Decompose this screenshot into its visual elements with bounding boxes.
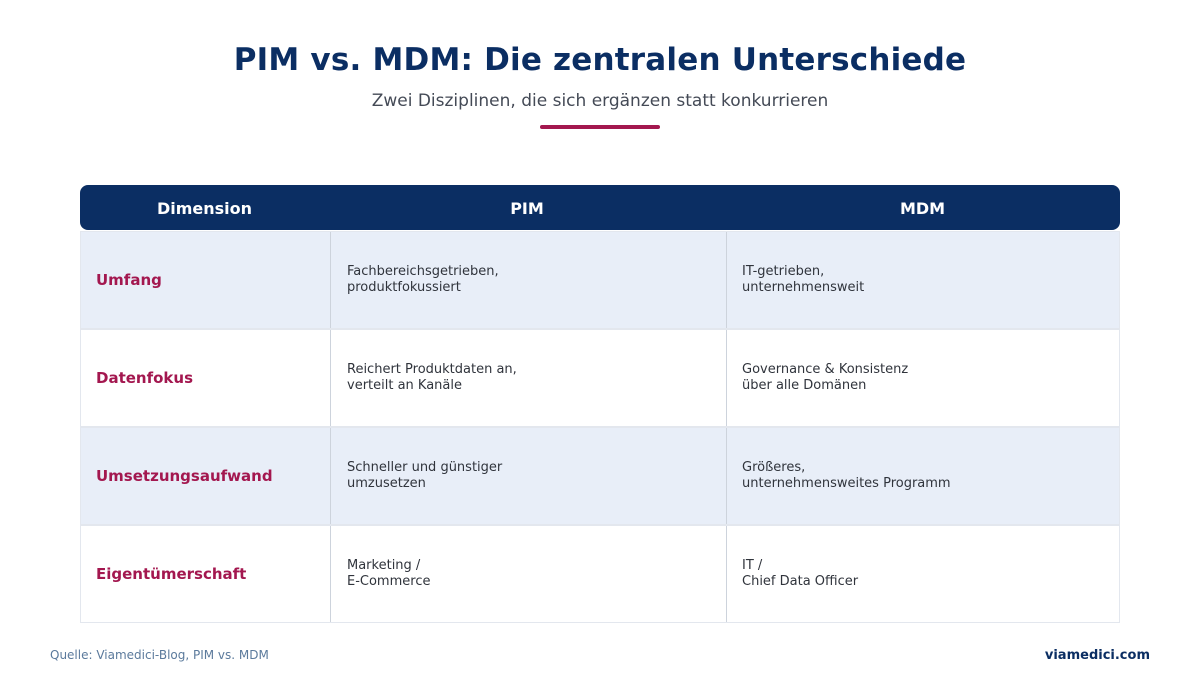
mdm-text-line: IT / [742, 558, 763, 573]
comparison-table-body: Umfang Fachbereichsgetrieben, produktfok… [80, 231, 1120, 623]
mdm-text-line: IT-getrieben, [742, 264, 825, 279]
mdm-text-line: über alle Domänen [742, 378, 867, 393]
row-mdm-cell: Governance & Konsistenz über alle Domäne… [726, 330, 1119, 426]
mdm-text: IT-getrieben, unternehmensweit [742, 264, 864, 296]
title-accent-divider [540, 125, 660, 129]
page-subtitle: Zwei Disziplinen, die sich ergänzen stat… [371, 91, 829, 111]
pim-text-line: Fachbereichsgetrieben, [347, 264, 499, 279]
row-pim-cell: Reichert Produktdaten an, verteilt an Ka… [330, 330, 726, 426]
pim-text: Fachbereichsgetrieben, produktfokussiert [347, 264, 499, 296]
mdm-text-line: Größeres, [742, 460, 806, 475]
mdm-text: Größeres, unternehmensweites Programm [742, 460, 951, 492]
row-mdm-cell: IT-getrieben, unternehmensweit [726, 232, 1119, 328]
pim-text: Schneller und günstiger umzusetzen [347, 460, 502, 492]
comparison-table-header: Dimension PIM MDM [80, 185, 1120, 230]
brand-url: viamedici.com [1044, 648, 1150, 663]
pim-text-line: Marketing / [347, 558, 421, 573]
pim-text-line: Reichert Produktdaten an, [347, 362, 517, 377]
row-dimension-label: Datenfokus [96, 369, 194, 387]
row-mdm-cell: Größeres, unternehmensweites Programm [726, 428, 1119, 524]
table-row-datenfokus: Datenfokus Reichert Produktdaten an, ver… [80, 329, 1120, 427]
row-pim-cell: Schneller und günstiger umzusetzen [330, 428, 726, 524]
column-header-pim: PIM [510, 199, 544, 218]
mdm-text: IT / Chief Data Officer [742, 558, 858, 590]
table-row-umfang: Umfang Fachbereichsgetrieben, produktfok… [80, 231, 1120, 329]
row-pim-cell: Fachbereichsgetrieben, produktfokussiert [330, 232, 726, 328]
row-dimension-label: Umfang [96, 271, 162, 289]
pim-text-line: Schneller und günstiger [347, 460, 503, 475]
pim-text-line: verteilt an Kanäle [347, 378, 463, 393]
pim-text: Reichert Produktdaten an, verteilt an Ka… [347, 362, 517, 394]
column-header-mdm: MDM [899, 199, 946, 218]
page-title: PIM vs. MDM: Die zentralen Unterschiede [233, 42, 967, 78]
row-dimension-label: Umsetzungsaufwand [96, 467, 273, 485]
pim-text-line: umzusetzen [347, 476, 426, 491]
source-citation: Quelle: Viamedici-Blog, PIM vs. MDM [50, 648, 269, 662]
table-row-umsetzungsaufwand: Umsetzungsaufwand Schneller und günstige… [80, 427, 1120, 525]
row-pim-cell: Marketing / E-Commerce [330, 526, 726, 622]
mdm-text-line: Governance & Konsistenz [742, 362, 909, 377]
pim-text: Marketing / E-Commerce [347, 558, 430, 590]
mdm-text-line: Chief Data Officer [742, 574, 859, 589]
pim-text-line: produktfokussiert [347, 280, 461, 295]
mdm-text: Governance & Konsistenz über alle Domäne… [742, 362, 908, 394]
mdm-text-line: unternehmensweites Programm [742, 476, 951, 491]
pim-text-line: E-Commerce [347, 574, 431, 589]
row-mdm-cell: IT / Chief Data Officer [726, 526, 1119, 622]
mdm-text-line: unternehmensweit [742, 280, 865, 295]
table-row-eigentuemerschaft: Eigentümerschaft Marketing / E-Commerce … [80, 525, 1120, 623]
column-header-dimension: Dimension [156, 199, 253, 218]
row-dimension-label: Eigentümerschaft [96, 565, 247, 583]
